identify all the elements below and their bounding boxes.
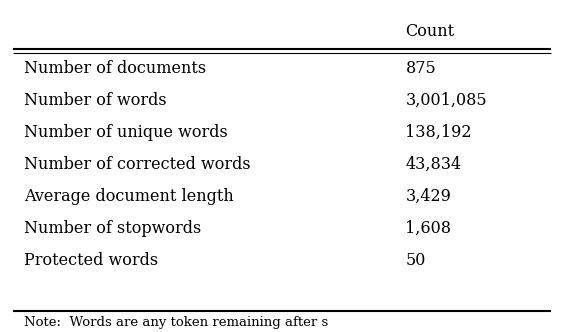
Text: Protected words: Protected words bbox=[24, 252, 158, 269]
Text: 50: 50 bbox=[406, 252, 426, 269]
Text: 3,429: 3,429 bbox=[406, 188, 451, 205]
Text: Number of stopwords: Number of stopwords bbox=[24, 220, 201, 237]
Text: 43,834: 43,834 bbox=[406, 156, 461, 173]
Text: Number of unique words: Number of unique words bbox=[24, 124, 228, 141]
Text: Count: Count bbox=[406, 23, 455, 40]
Text: 1,608: 1,608 bbox=[406, 220, 451, 237]
Text: 3,001,085: 3,001,085 bbox=[406, 92, 487, 109]
Text: 138,192: 138,192 bbox=[406, 124, 472, 141]
Text: 875: 875 bbox=[406, 60, 436, 77]
Text: Number of documents: Number of documents bbox=[24, 60, 206, 77]
Text: Note:  Words are any token remaining after s: Note: Words are any token remaining afte… bbox=[24, 316, 328, 329]
Text: Number of words: Number of words bbox=[24, 92, 166, 109]
Text: Average document length: Average document length bbox=[24, 188, 233, 205]
Text: Number of corrected words: Number of corrected words bbox=[24, 156, 250, 173]
